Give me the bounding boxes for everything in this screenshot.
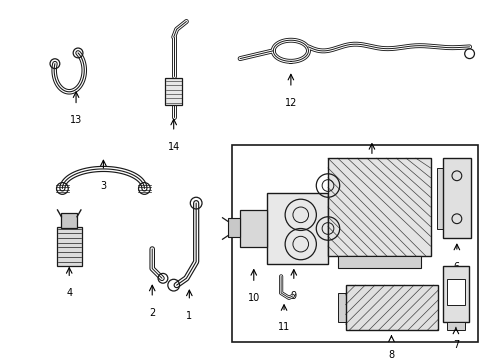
Bar [267,193,327,264]
Bar [232,144,477,342]
Bar [228,218,240,237]
Bar [446,279,464,305]
Bar [337,293,345,322]
Text: 7: 7 [452,340,458,350]
Text: 12: 12 [284,98,297,108]
Bar [327,158,429,256]
Bar [442,158,469,238]
Text: 1: 1 [186,311,192,320]
Text: 3: 3 [100,181,106,191]
Bar [164,78,182,105]
Text: 14: 14 [167,141,180,152]
Text: 2: 2 [149,307,155,318]
Text: 11: 11 [277,322,289,332]
Bar [61,213,77,228]
Text: 13: 13 [70,115,82,125]
Bar [446,322,464,330]
Text: 6: 6 [453,262,459,272]
Text: 4: 4 [66,288,72,298]
Bar [436,168,442,229]
Bar [345,285,437,330]
Bar [240,210,267,247]
Bar [442,266,468,322]
Bar [337,256,420,267]
Text: 9: 9 [290,291,296,301]
Text: 10: 10 [247,293,259,303]
Bar [57,226,82,266]
Text: 8: 8 [387,350,394,360]
Text: 5: 5 [368,166,374,176]
